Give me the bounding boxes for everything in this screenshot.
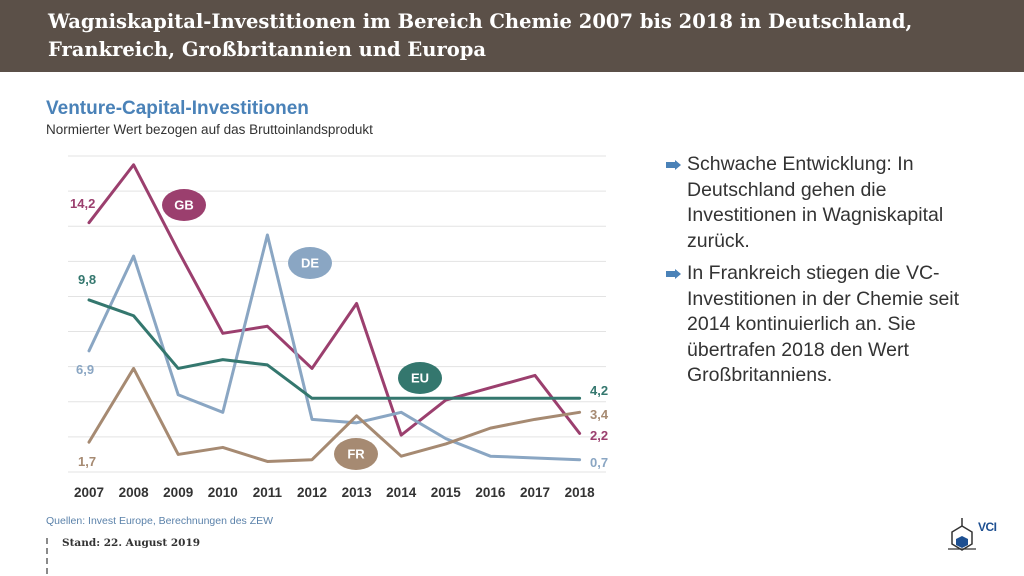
- date-stamp: Stand: 22. August 2019: [62, 537, 201, 549]
- bullet-item: In Frankreich stiegen die VC-Investition…: [666, 261, 986, 389]
- data-label-start: 9,8: [78, 272, 96, 287]
- line-chart: 2007 2008 2009 2010 2011 2012 2013 2014 2015 2016…: [68, 155, 609, 500]
- chart-title: Venture-Capital-Investitionen: [46, 98, 309, 119]
- x-tick-label: 2017: [520, 485, 550, 500]
- x-tick-label: 2011: [253, 485, 283, 500]
- series-badge-label: FR: [347, 447, 365, 462]
- series-badge-label: GB: [174, 198, 194, 213]
- chart-subtitle: Normierter Wert bezogen auf das Bruttoin…: [46, 122, 373, 137]
- x-tick-label: 2010: [208, 485, 238, 500]
- series-badge-eu: [398, 362, 442, 394]
- x-tick-label: 2009: [163, 485, 193, 500]
- series-line-fr: [87, 366, 582, 463]
- arrow-right-icon: [666, 160, 681, 170]
- series-badge-label: EU: [411, 371, 429, 386]
- vci-hexagon-logo: [948, 518, 976, 551]
- x-tick-label: 2016: [475, 485, 506, 500]
- x-tick-label: 2015: [431, 485, 462, 500]
- data-label-end: 0,7: [590, 455, 608, 470]
- series-line-de: [87, 233, 582, 462]
- bullet-text: Schwache Entwicklung: In Deutschland geh…: [687, 153, 944, 252]
- series-line-gb: [87, 163, 582, 437]
- bullet-list: Schwache Entwicklung: In Deutschland geh…: [666, 152, 986, 396]
- header-bar: Wagniskapital-Investitionen im Bereich C…: [0, 0, 1024, 72]
- page-title: Wagniskapital-Investitionen im Bereich C…: [48, 10, 913, 61]
- data-label-start: 1,7: [78, 454, 96, 469]
- x-tick-label: 2012: [297, 485, 327, 500]
- logo-text: VCI: [978, 520, 997, 534]
- series-badge-gb: [162, 189, 206, 221]
- x-tick-label: 2007: [74, 485, 104, 500]
- data-label-end: 4,2: [590, 383, 608, 398]
- source-note: Quellen: Invest Europe, Berechnungen des…: [46, 515, 274, 527]
- data-label-end: 3,4: [590, 407, 609, 422]
- series-line-eu: [87, 298, 582, 400]
- series-badge-fr: [334, 438, 378, 470]
- bullet-text: In Frankreich stiegen die VC-Investition…: [687, 262, 960, 386]
- x-tick-label: 2008: [119, 485, 150, 500]
- vci-logo: VCI: [948, 518, 1004, 552]
- arrow-right-icon: [666, 269, 681, 279]
- data-label-start: 14,2: [70, 196, 95, 211]
- x-tick-label: 2014: [386, 485, 417, 500]
- bullet-item: Schwache Entwicklung: In Deutschland geh…: [666, 152, 986, 254]
- x-tick-label: 2013: [342, 485, 373, 500]
- series-badge-de: [288, 247, 332, 279]
- footer-divider: [46, 538, 51, 574]
- series-badge-label: DE: [301, 256, 319, 271]
- data-label-end: 2,2: [590, 428, 608, 443]
- data-label-start: 6,9: [76, 362, 94, 377]
- x-tick-label: 2018: [565, 485, 596, 500]
